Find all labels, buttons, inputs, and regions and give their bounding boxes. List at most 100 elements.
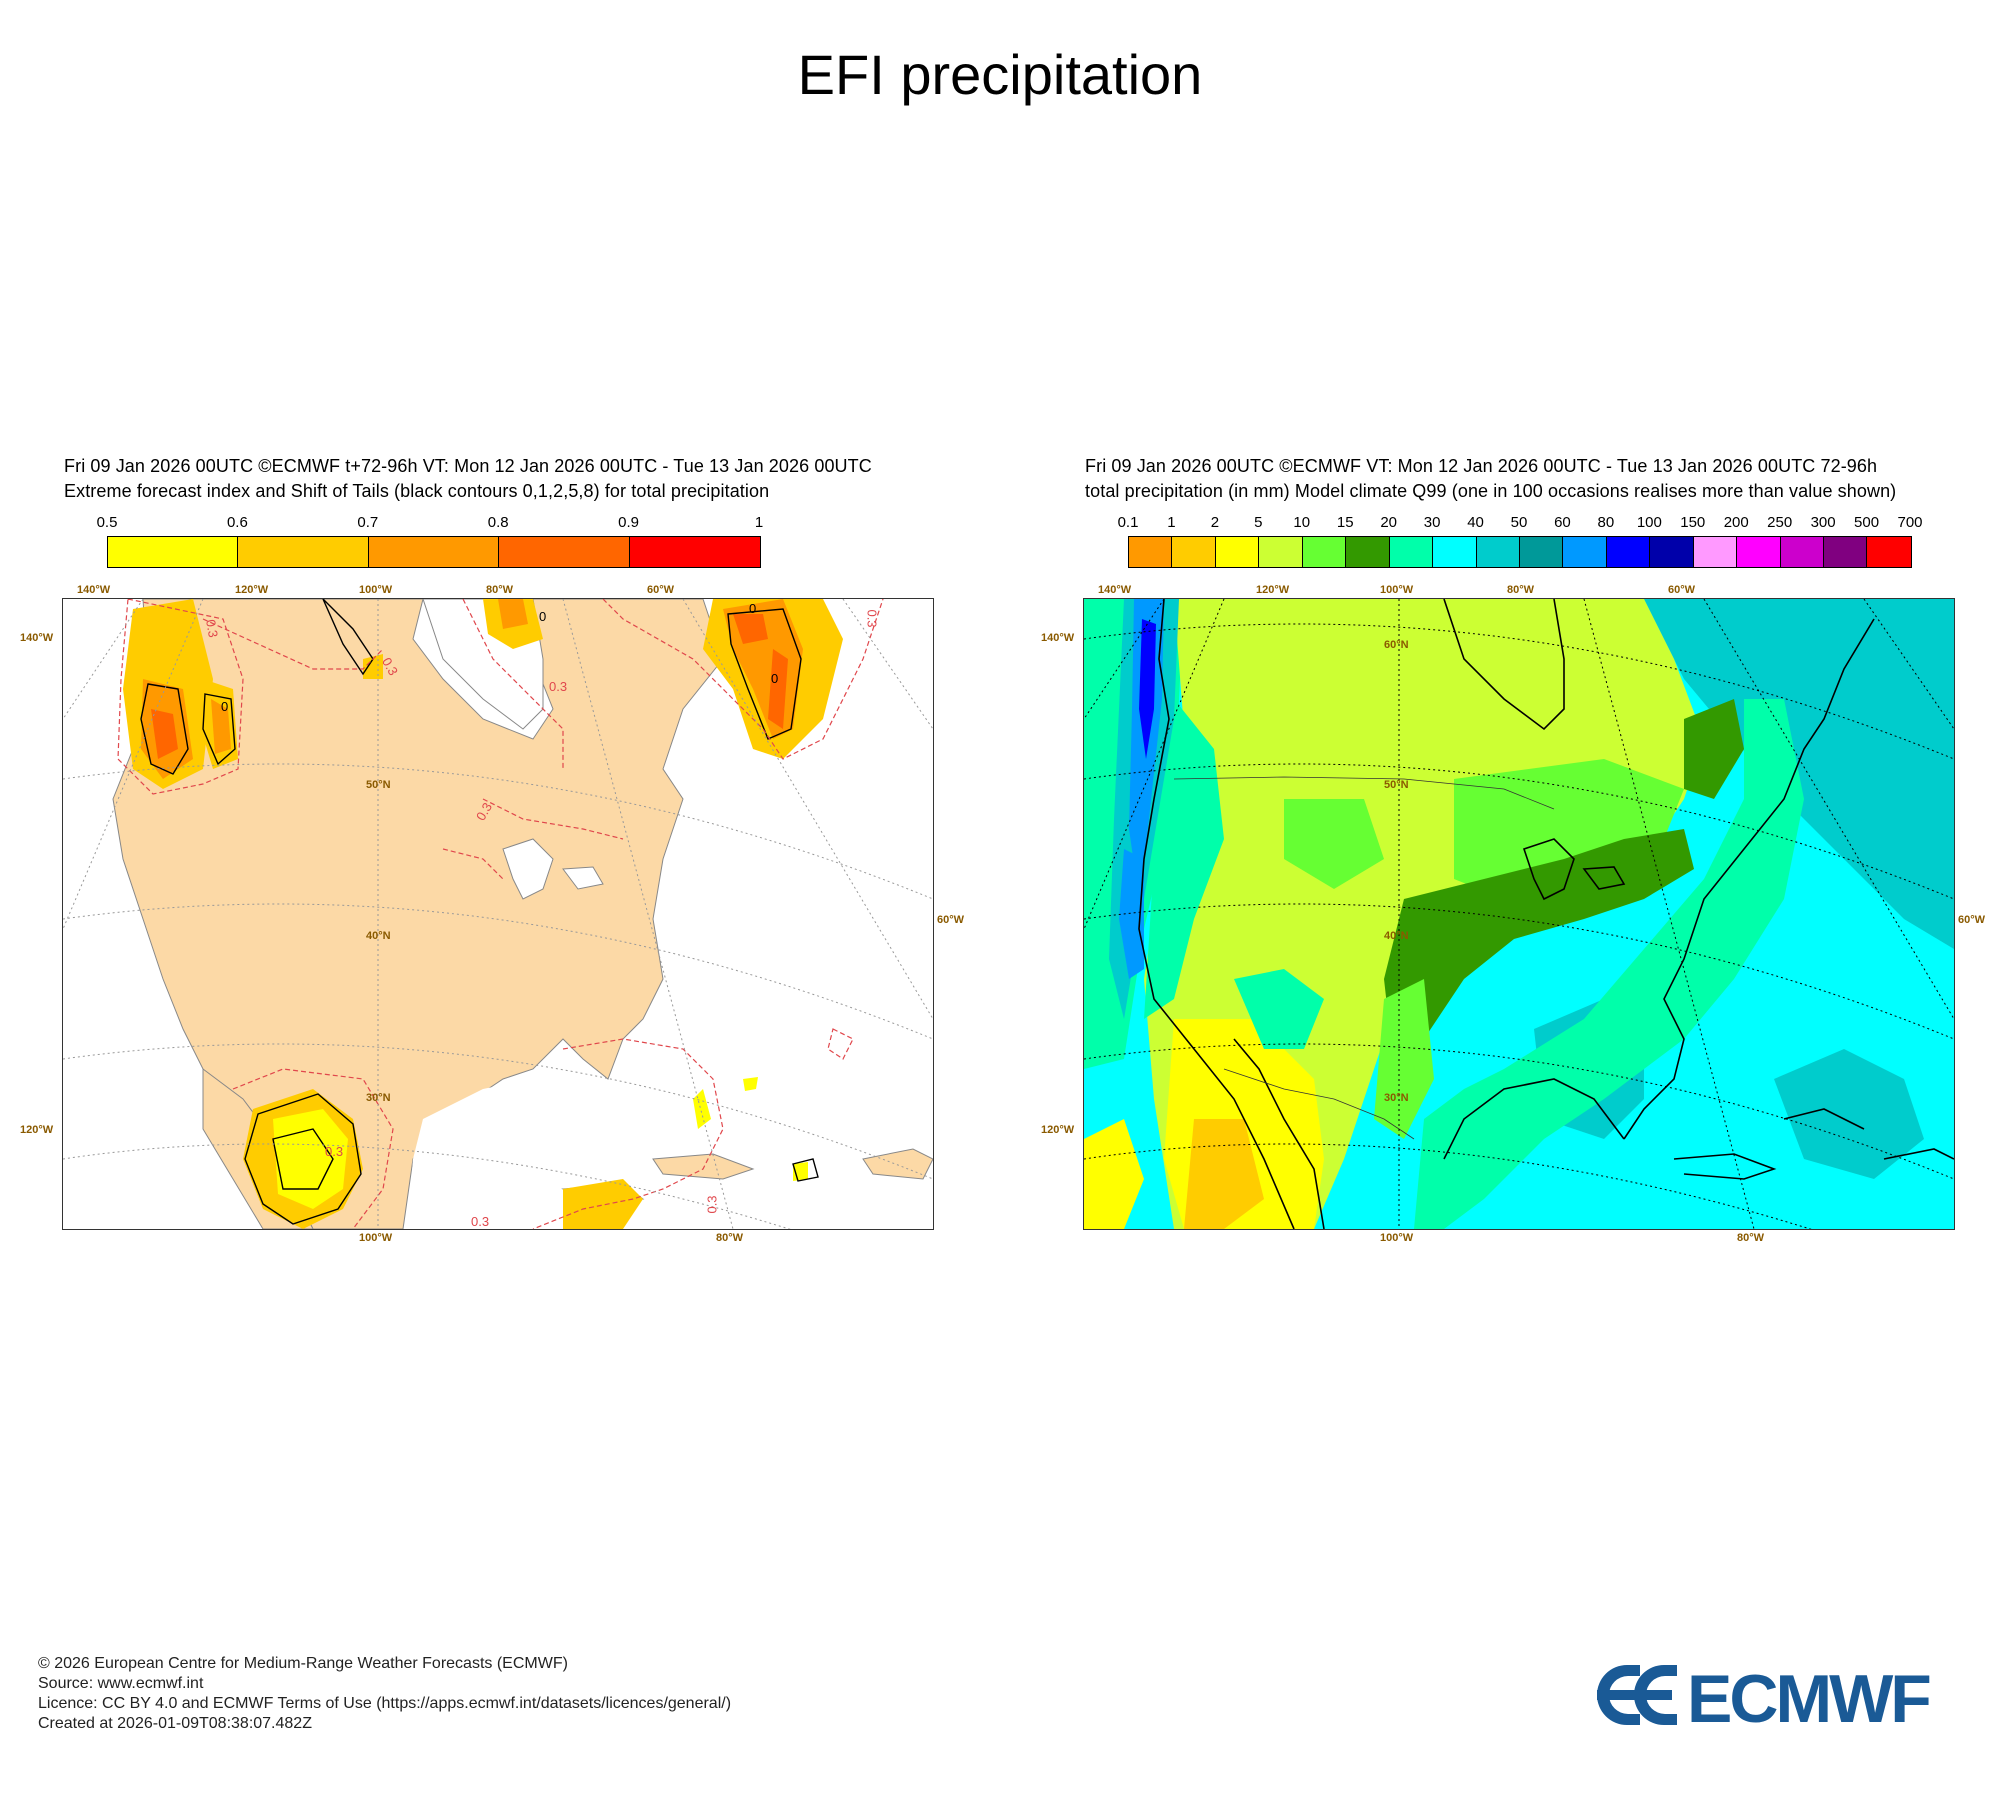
efi-header-line2: Extreme forecast index and Shift of Tail… [64,481,770,501]
ecmwf-logo: ECMWF [1592,1660,1972,1737]
efi-contour-label: 0 [539,609,547,624]
efi-colorbar-swatch [629,537,760,567]
top-lon-label: 120°W [1256,584,1290,596]
lat-label: 60°N [1384,639,1409,651]
precip-colorbar-swatch [1476,537,1520,567]
precip-colorbar-swatch [1737,537,1781,567]
precip-colorbar-labels: 0.1 1 2 5 10 15 20 30 40 50 60 80 100 150 200 250 300 500… [1118,514,1923,532]
precip-colorbar-label: 20 [1380,514,1397,531]
precip-colorbar-label: 50 [1510,514,1528,531]
efi-colorbar-label: 0.8 [487,514,509,531]
efi-panel: Fri 09 Jan 2026 00UTC ©ECMWF t+72-96h VT… [20,448,964,1248]
borders [1173,776,1555,1140]
bottom-lon-label: 80°W [1737,1232,1765,1244]
precip-colorbar-swatch [1519,537,1564,567]
precip-header-line1: Fri 09 Jan 2026 00UTC ©ECMWF VT: Mon 12 … [1085,456,1878,476]
precip-colorbar-swatch [1693,537,1738,567]
top-lon-label: 140°W [1098,584,1132,596]
efi-colorbar-swatch [499,537,630,567]
precip-q99-panel: Fri 09 Jan 2026 00UTC ©ECMWF VT: Mon 12 … [1041,448,1985,1248]
shift-of-tails-contours [140,599,819,1225]
top-lon-label: 140°W [77,584,111,596]
efi-contour-label: 0.3 [864,609,880,628]
lat-label: 50°N [1384,779,1409,791]
precip-colorbar-swatch [1346,537,1390,567]
precip-colorbar-swatch [1129,537,1173,567]
precip-colorbar-label: 80 [1597,514,1615,531]
graticule [63,599,933,1229]
precip-colorbar-swatch [1780,537,1824,567]
graticule [1084,599,1954,1229]
lat-label: 50°N [366,779,391,791]
precip-colorbar-swatch [1172,537,1216,567]
efi-map[interactable]: 50°N 40°N 30°N 0.3 0.3 0.3 0.3 0.3 0.3 0… [62,598,934,1230]
efi-contour-label: 0.3 [471,1214,490,1229]
precip-colorbar-label: 200 [1723,514,1749,531]
precip-colorbar-label: 700 [1897,514,1923,531]
side-lon-label: 140°W [1041,632,1075,644]
precip-colorbar-swatch [1650,537,1694,567]
ecmwf-logo-text: ECMWF [1687,1661,1930,1730]
precip-colorbar-label: 10 [1293,514,1311,531]
precip-header-line2: total precipitation (in mm) Model climat… [1085,481,1897,501]
efi-contour-label: 0 [749,601,757,616]
precip-colorbar [1128,536,1912,568]
efi-colorbar-label: 0.6 [226,514,248,531]
top-lon-label: 60°W [647,584,675,596]
bottom-lon-label: 80°W [716,1232,744,1244]
efi-header-line1: Fri 09 Jan 2026 00UTC ©ECMWF t+72-96h VT… [64,456,872,476]
lat-label: 40°N [1384,930,1409,942]
great-lakes [502,838,554,900]
side-lon-label: 140°W [20,632,54,644]
precip-map[interactable]: 60°N 50°N 40°N 30°N [1083,598,1955,1230]
precip-colorbar-label: 100 [1636,514,1662,531]
precip-colorbar-label: 60 [1554,514,1571,531]
efi-contour-label: 0 [221,699,229,714]
top-lon-label: 80°W [1507,584,1535,596]
footer-copyright: © 2026 European Centre for Medium-Range … [38,1655,568,1672]
page-title: EFI precipitation [797,43,1203,106]
precip-colorbar-label: 1 [1167,514,1176,531]
precip-colorbar-swatch [1606,537,1651,567]
top-lon-label: 100°W [359,584,393,596]
precip-colorbar-swatch [1259,537,1303,567]
precip-colorbar-label: 250 [1767,514,1793,531]
precip-colorbar-swatch [1867,537,1911,567]
efi-contour-label: 0.3 [549,679,568,694]
precip-colorbar-swatch [1433,537,1477,567]
top-lon-label: 100°W [1380,584,1414,596]
precip-shading [1084,599,1954,1229]
precip-colorbar-label: 150 [1680,514,1706,531]
precip-colorbar-swatch [1215,537,1260,567]
precip-colorbar-swatch [1824,537,1868,567]
precip-colorbar-label: 2 [1210,514,1220,531]
efi-contour-label: 0.3 [325,1144,344,1159]
efi-contour-label: 0.3 [704,1195,720,1214]
lat-label: 40°N [366,930,391,942]
precip-colorbar-label: 5 [1254,514,1263,531]
efi-colorbar-label: 0.7 [357,514,379,531]
efi-colorbar-swatch [238,537,369,567]
side-lon-label: 120°W [1041,1124,1075,1136]
precip-colorbar-swatch [1302,537,1347,567]
efi-colorbar-labels: 0.5 0.6 0.7 0.8 0.9 1 [97,514,764,532]
side-lon-label: 60°W [1958,914,1986,926]
bottom-lon-label: 100°W [1380,1232,1414,1244]
precip-colorbar-label: 500 [1854,514,1880,531]
efi-contour-label: 0 [771,671,779,686]
precip-colorbar-label: 15 [1336,514,1354,531]
footer-source: Source: www.ecmwf.int [38,1675,204,1692]
efi-colorbar-label: 0.9 [618,514,640,531]
ecmwf-logo-icon [1597,1665,1677,1725]
efi-contour-label: 0.3 [203,618,221,639]
efi-colorbar-label: 0.5 [96,514,118,531]
footer: © 2026 European Centre for Medium-Range … [38,1654,731,1734]
top-lon-label: 120°W [235,584,269,596]
lat-label: 30°N [1384,1092,1409,1104]
gulf-water [408,1079,603,1229]
precip-colorbar-label: 30 [1423,514,1441,531]
coastlines [1138,599,1954,1229]
efi-colorbar-swatch [368,537,500,567]
precip-colorbar-swatch [1389,537,1434,567]
efi-colorbar-label: 1 [754,514,764,531]
